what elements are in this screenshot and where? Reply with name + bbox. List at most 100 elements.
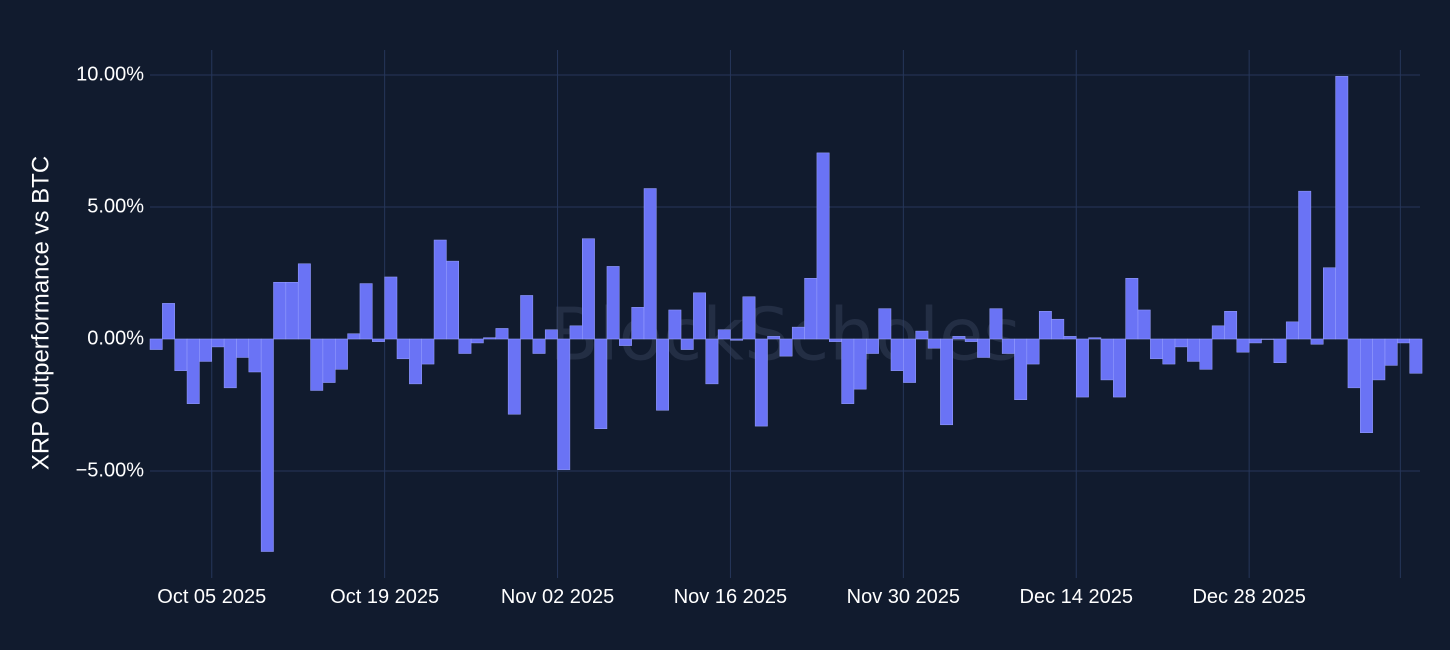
bar — [940, 338, 954, 426]
bar — [1174, 338, 1188, 348]
bar — [162, 303, 175, 340]
bar — [853, 338, 867, 390]
bar — [915, 330, 929, 340]
bar — [569, 325, 583, 340]
bar — [1285, 321, 1299, 340]
bar — [1063, 336, 1077, 340]
bar — [248, 338, 262, 373]
y-tick-label: 5.00% — [87, 195, 144, 217]
bar — [1248, 338, 1262, 344]
bar — [285, 281, 299, 340]
bar — [483, 337, 497, 340]
bar — [606, 266, 620, 340]
bar — [174, 338, 188, 371]
bar — [656, 338, 669, 411]
bar — [754, 338, 768, 427]
bar — [495, 328, 509, 340]
bar — [260, 338, 274, 552]
bar — [791, 326, 805, 340]
bar — [1397, 338, 1410, 344]
bar — [211, 338, 225, 348]
bar — [705, 338, 719, 385]
bar — [1014, 338, 1028, 400]
bar — [186, 338, 200, 404]
bar — [1273, 338, 1287, 364]
y-tick-label: 0.00% — [87, 327, 144, 349]
bar — [1088, 337, 1102, 340]
y-axis-title: XRP Outperformance vs BTC — [27, 156, 54, 470]
bar — [804, 278, 818, 340]
bar — [1026, 338, 1040, 365]
bar — [952, 336, 966, 340]
bar — [1261, 338, 1275, 340]
bar — [359, 283, 373, 340]
bar — [384, 276, 398, 340]
bar — [643, 188, 657, 340]
bar — [433, 239, 447, 340]
bar — [1199, 338, 1213, 370]
bar — [594, 338, 608, 430]
bar — [816, 152, 830, 340]
bar — [409, 338, 422, 385]
bar — [1187, 338, 1201, 362]
bar — [372, 338, 385, 342]
bars — [149, 76, 1423, 552]
bar — [507, 338, 521, 415]
bar — [964, 338, 978, 342]
bar — [1038, 311, 1052, 340]
bar — [1137, 309, 1151, 340]
bar — [1051, 318, 1065, 340]
bar — [1310, 338, 1324, 345]
bar — [1076, 338, 1089, 398]
bar — [149, 338, 163, 350]
bar — [273, 281, 287, 340]
bar — [322, 338, 336, 383]
bar — [446, 260, 459, 340]
bar — [730, 338, 744, 341]
bar — [335, 338, 348, 370]
bar — [1162, 338, 1176, 365]
bar — [557, 338, 571, 470]
bar — [421, 338, 435, 365]
bar — [903, 338, 916, 383]
x-tick-label: Dec 28 2025 — [1192, 586, 1305, 608]
y-axis-ticks: 10.00% 5.00% 0.00% −5.00% — [76, 63, 145, 481]
bar — [1384, 338, 1398, 366]
bar — [310, 338, 324, 391]
bar — [631, 307, 645, 340]
bar — [1236, 338, 1250, 353]
bar — [470, 338, 484, 344]
bar — [1409, 338, 1423, 374]
x-tick-label: Nov 02 2025 — [501, 586, 614, 608]
bar — [1150, 338, 1163, 360]
bar — [1335, 76, 1349, 340]
x-tick-label: Nov 16 2025 — [674, 586, 787, 608]
bar — [829, 338, 842, 342]
bar — [1224, 311, 1238, 340]
bar — [668, 309, 682, 340]
bar — [520, 295, 534, 340]
bar — [297, 263, 311, 340]
bar — [1323, 267, 1336, 340]
bar — [1347, 338, 1361, 389]
bar — [347, 333, 361, 340]
bar — [1001, 338, 1015, 354]
bar — [977, 338, 991, 358]
bar — [866, 338, 879, 354]
bar — [396, 338, 410, 360]
y-tick-label: 10.00% — [76, 63, 144, 85]
bar — [878, 308, 892, 340]
x-tick-label: Oct 19 2025 — [330, 586, 439, 608]
y-tick-label: −5.00% — [76, 459, 145, 481]
bar — [619, 338, 632, 346]
bar — [680, 338, 694, 350]
bar — [223, 338, 237, 389]
x-axis-ticks: Oct 05 2025 Oct 19 2025 Nov 02 2025 Nov 16 … — [157, 586, 1306, 608]
bar — [742, 296, 756, 340]
bar — [1211, 325, 1225, 340]
bar — [841, 338, 855, 404]
x-tick-label: Oct 05 2025 — [157, 586, 266, 608]
bar — [1298, 190, 1312, 340]
bar — [236, 338, 250, 358]
bar — [532, 338, 546, 354]
